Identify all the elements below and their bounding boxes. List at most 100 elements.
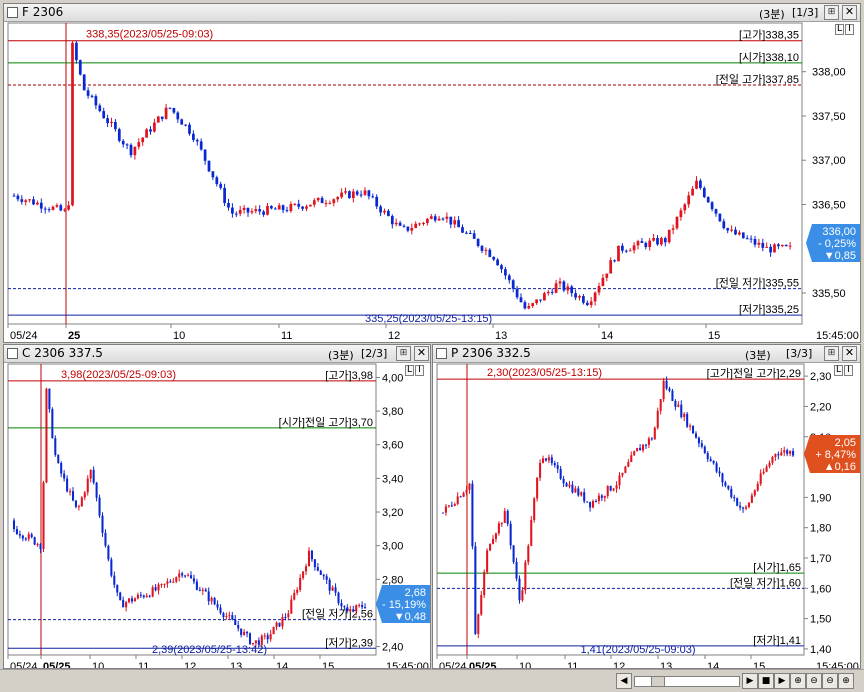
candle-body — [402, 225, 406, 227]
candle-body — [142, 595, 145, 598]
candle-body — [219, 184, 223, 188]
current-price-percent: - 15,19% — [382, 599, 426, 611]
candle-body — [78, 60, 82, 75]
x-axis-label: 13 — [495, 330, 507, 342]
candle-body — [577, 488, 580, 496]
candle-body — [54, 438, 57, 455]
scroll-left-icon[interactable]: ◀ — [616, 673, 632, 689]
maximize-icon[interactable]: ⊞ — [824, 5, 839, 20]
maximize-icon[interactable]: ⊞ — [824, 346, 839, 361]
pane-select-checkbox[interactable] — [7, 348, 18, 359]
candle-body — [456, 496, 459, 504]
candle-body — [234, 619, 237, 626]
candle-body — [695, 180, 698, 189]
y-axis-label: 3,00 — [382, 541, 403, 553]
zoom-in-icon[interactable]: ⊕ — [790, 673, 806, 689]
candle-body — [429, 216, 433, 219]
y-axis-label: 3,40 — [382, 473, 403, 485]
candle-body — [515, 561, 518, 579]
candle-body — [20, 199, 24, 202]
x-axis-label: 14 — [601, 330, 613, 342]
close-icon[interactable]: ✕ — [842, 5, 857, 20]
candle-body — [398, 222, 402, 226]
candle-body — [116, 584, 119, 593]
candle-body — [114, 121, 117, 130]
scroll-right-icon[interactable]: ▶ — [774, 673, 790, 689]
candle-body — [486, 550, 489, 572]
close-icon[interactable]: ✕ — [842, 346, 857, 361]
scroll-thumb[interactable] — [651, 677, 665, 686]
candle-body — [153, 122, 156, 132]
price-level-label: [시가]1,65 — [753, 561, 801, 574]
candle-body — [714, 209, 718, 214]
y-axis-label: 1,40 — [810, 644, 831, 656]
candle-body — [585, 302, 589, 305]
candle-body — [677, 404, 680, 407]
candle-body — [352, 609, 355, 612]
candle-body — [312, 200, 316, 205]
candle-body — [777, 454, 780, 456]
candle-body — [459, 496, 462, 498]
interval-label[interactable]: (3분) — [759, 8, 785, 21]
right-scale-toggle[interactable]: I — [845, 24, 854, 35]
candle-body — [686, 413, 689, 427]
price-level-label: [시가]338,10 — [739, 51, 799, 64]
x-axis-label: 15 — [708, 330, 720, 342]
candlestick-chart-1[interactable]: 338,00 337,50 337,00 336,50 335,50 05/24 25 10 1… — [4, 4, 861, 343]
candle-body — [192, 133, 195, 140]
pane-select-checkbox[interactable] — [7, 7, 18, 18]
current-price-value: 2,68 — [405, 587, 426, 599]
candle-body — [340, 192, 343, 198]
scroll-track[interactable] — [634, 676, 740, 687]
candle-body — [570, 286, 574, 294]
candle-body — [615, 485, 618, 489]
candle-body — [765, 466, 768, 472]
x-axis-label: 14 — [276, 661, 288, 669]
close-icon[interactable]: ✕ — [414, 346, 429, 361]
candle-body — [149, 129, 152, 132]
candle-body — [656, 410, 659, 428]
x-axis-label: 10 — [519, 661, 531, 669]
candle-body — [102, 111, 106, 119]
candle-body — [204, 589, 207, 592]
candle-body — [160, 584, 163, 586]
pane-select-checkbox[interactable] — [436, 348, 447, 359]
candlestick-chart-2[interactable]: 4,00 3,80 3,60 3,40 3,20 3,00 2,80 2,40 05/24 05/… — [4, 345, 431, 669]
candle-body — [231, 207, 234, 214]
right-scale-toggle[interactable]: I — [844, 365, 853, 376]
interval-label[interactable]: (3분) — [328, 349, 354, 362]
candle-body — [759, 473, 762, 484]
candle-body — [780, 244, 784, 247]
candle-body — [444, 506, 447, 513]
candle-body — [36, 543, 39, 545]
candle-body — [207, 591, 210, 602]
right-scale-toggle[interactable]: I — [415, 365, 424, 376]
play-icon[interactable]: ▶ — [742, 673, 758, 689]
maximize-icon[interactable]: ⊞ — [396, 346, 411, 361]
candle-body — [450, 505, 453, 507]
candle-body — [477, 614, 480, 634]
candle-body — [119, 592, 122, 601]
candle-body — [383, 210, 386, 213]
candle-body — [216, 604, 219, 608]
candlestick-chart-3[interactable]: 2,302,202,101,901,801,701,601,501,4005/2… — [433, 345, 861, 669]
zoom-out-icon[interactable]: ⊖ — [806, 673, 822, 689]
candle-body — [730, 229, 733, 231]
left-scale-toggle[interactable]: L — [835, 24, 844, 35]
zoom-fit-icon[interactable]: ⊕ — [838, 673, 854, 689]
pane-symbol-label: F 2306 — [22, 5, 64, 19]
candle-body — [762, 471, 765, 474]
candle-body — [195, 139, 199, 142]
left-scale-toggle[interactable]: L — [405, 365, 414, 376]
candle-body — [624, 250, 628, 252]
candle-body — [749, 238, 753, 240]
left-scale-toggle[interactable]: L — [834, 365, 843, 376]
candle-body — [215, 177, 219, 185]
interval-label[interactable]: (3분) — [745, 349, 771, 362]
candle-body — [744, 507, 748, 509]
current-price-badge — [804, 435, 860, 473]
candle-body — [379, 206, 382, 213]
candle-body — [633, 451, 636, 456]
stop-icon[interactable]: ■ — [758, 673, 774, 689]
zoom-reset-icon[interactable]: ⊖ — [822, 673, 838, 689]
